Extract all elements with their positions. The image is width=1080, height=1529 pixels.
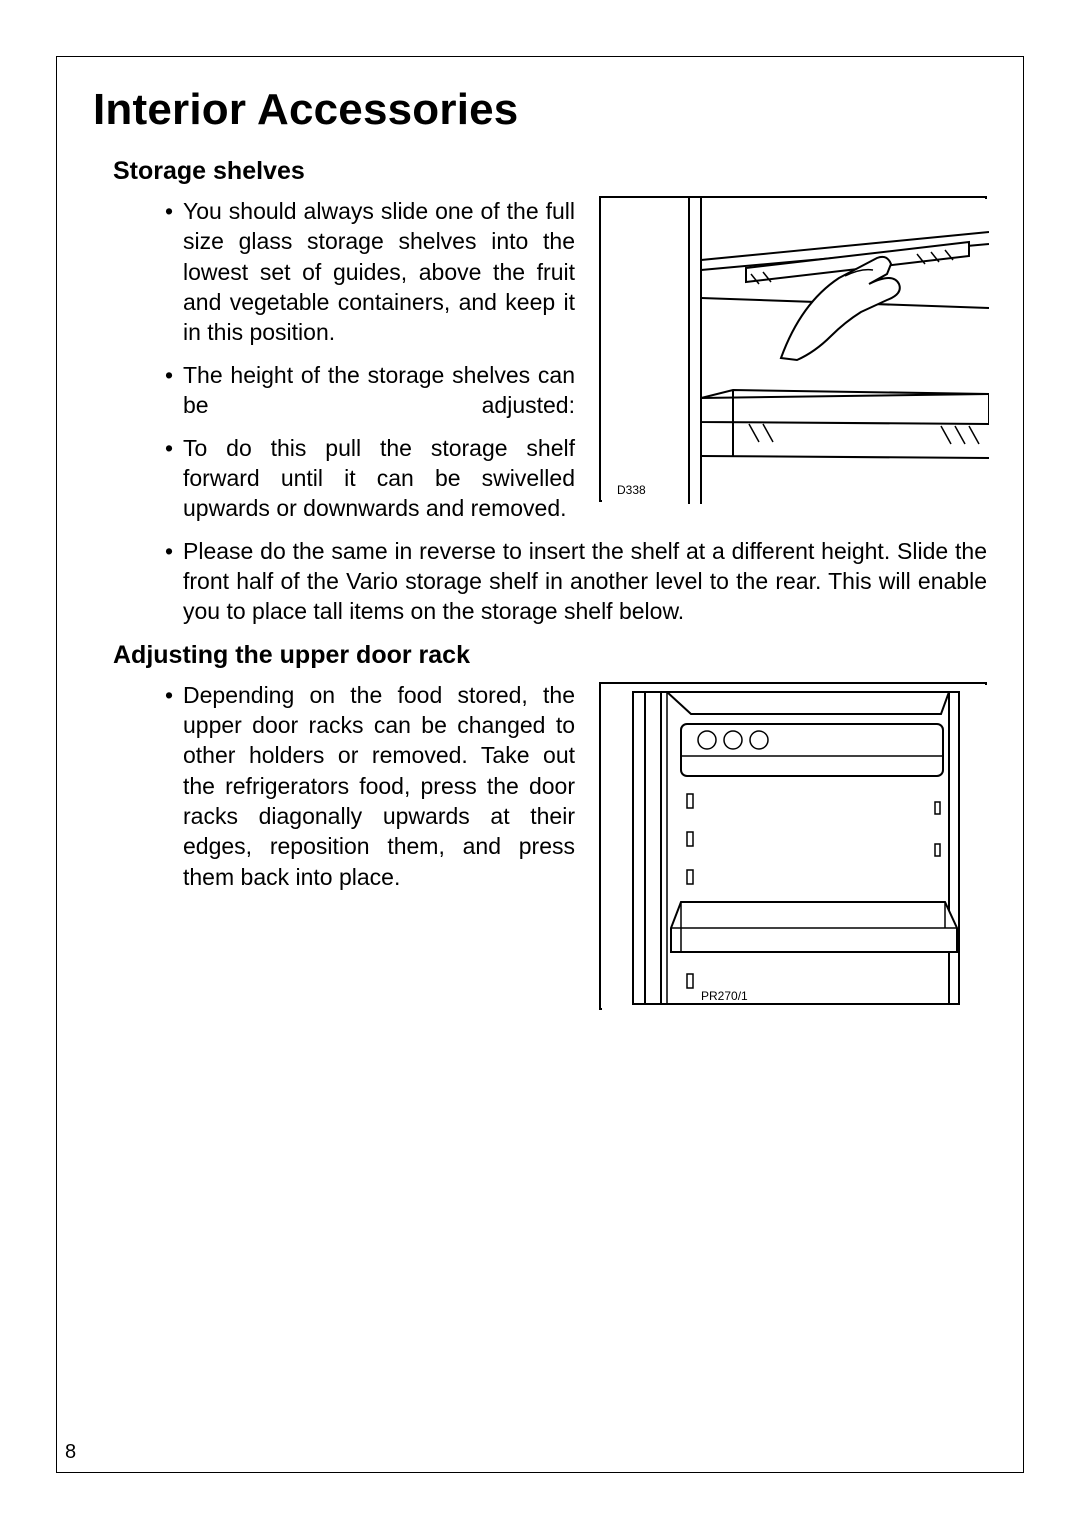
list-item: To do this pull the storage shelf forwar… <box>183 433 575 524</box>
shelf-diagram-svg: D338 <box>601 198 989 504</box>
figure-shelf-diagram: D338 <box>599 196 987 502</box>
bullet-list-door-rack: Depending on the food stored, the upper … <box>93 680 575 893</box>
page-title: Interior Accessories <box>93 85 987 135</box>
door-rack-diagram-svg: PR270/1 <box>601 684 989 1012</box>
list-item: Depending on the food stored, the upper … <box>183 680 575 893</box>
bullet-list-storage-wide: Please do the same in reverse to insert … <box>93 536 987 627</box>
figure-label-pr270: PR270/1 <box>701 989 748 1003</box>
list-item: You should always slide one of the full … <box>183 196 575 348</box>
section-storage-shelves: You should always slide one of the full … <box>93 196 987 536</box>
figure-label-d338: D338 <box>617 483 646 497</box>
bullet-list-storage: You should always slide one of the full … <box>93 196 575 524</box>
figure-door-rack-diagram: PR270/1 <box>599 682 987 1010</box>
page-container: Interior Accessories Storage shelves You… <box>0 0 1080 1529</box>
figure-column-2: PR270/1 <box>599 680 987 1010</box>
page-number: 8 <box>65 1441 76 1464</box>
list-item: The height of the storage shelves can be… <box>183 360 575 421</box>
figure-column-1: D338 <box>599 196 987 536</box>
text-column-1: You should always slide one of the full … <box>93 196 575 536</box>
section-heading-door-rack: Adjusting the upper door rack <box>113 641 987 670</box>
section-door-rack: Depending on the food stored, the upper … <box>93 680 987 1010</box>
list-item: Please do the same in reverse to insert … <box>183 536 987 627</box>
section-heading-storage-shelves: Storage shelves <box>113 157 987 186</box>
page-frame: Interior Accessories Storage shelves You… <box>56 56 1024 1473</box>
text-column-2: Depending on the food stored, the upper … <box>93 680 575 1010</box>
